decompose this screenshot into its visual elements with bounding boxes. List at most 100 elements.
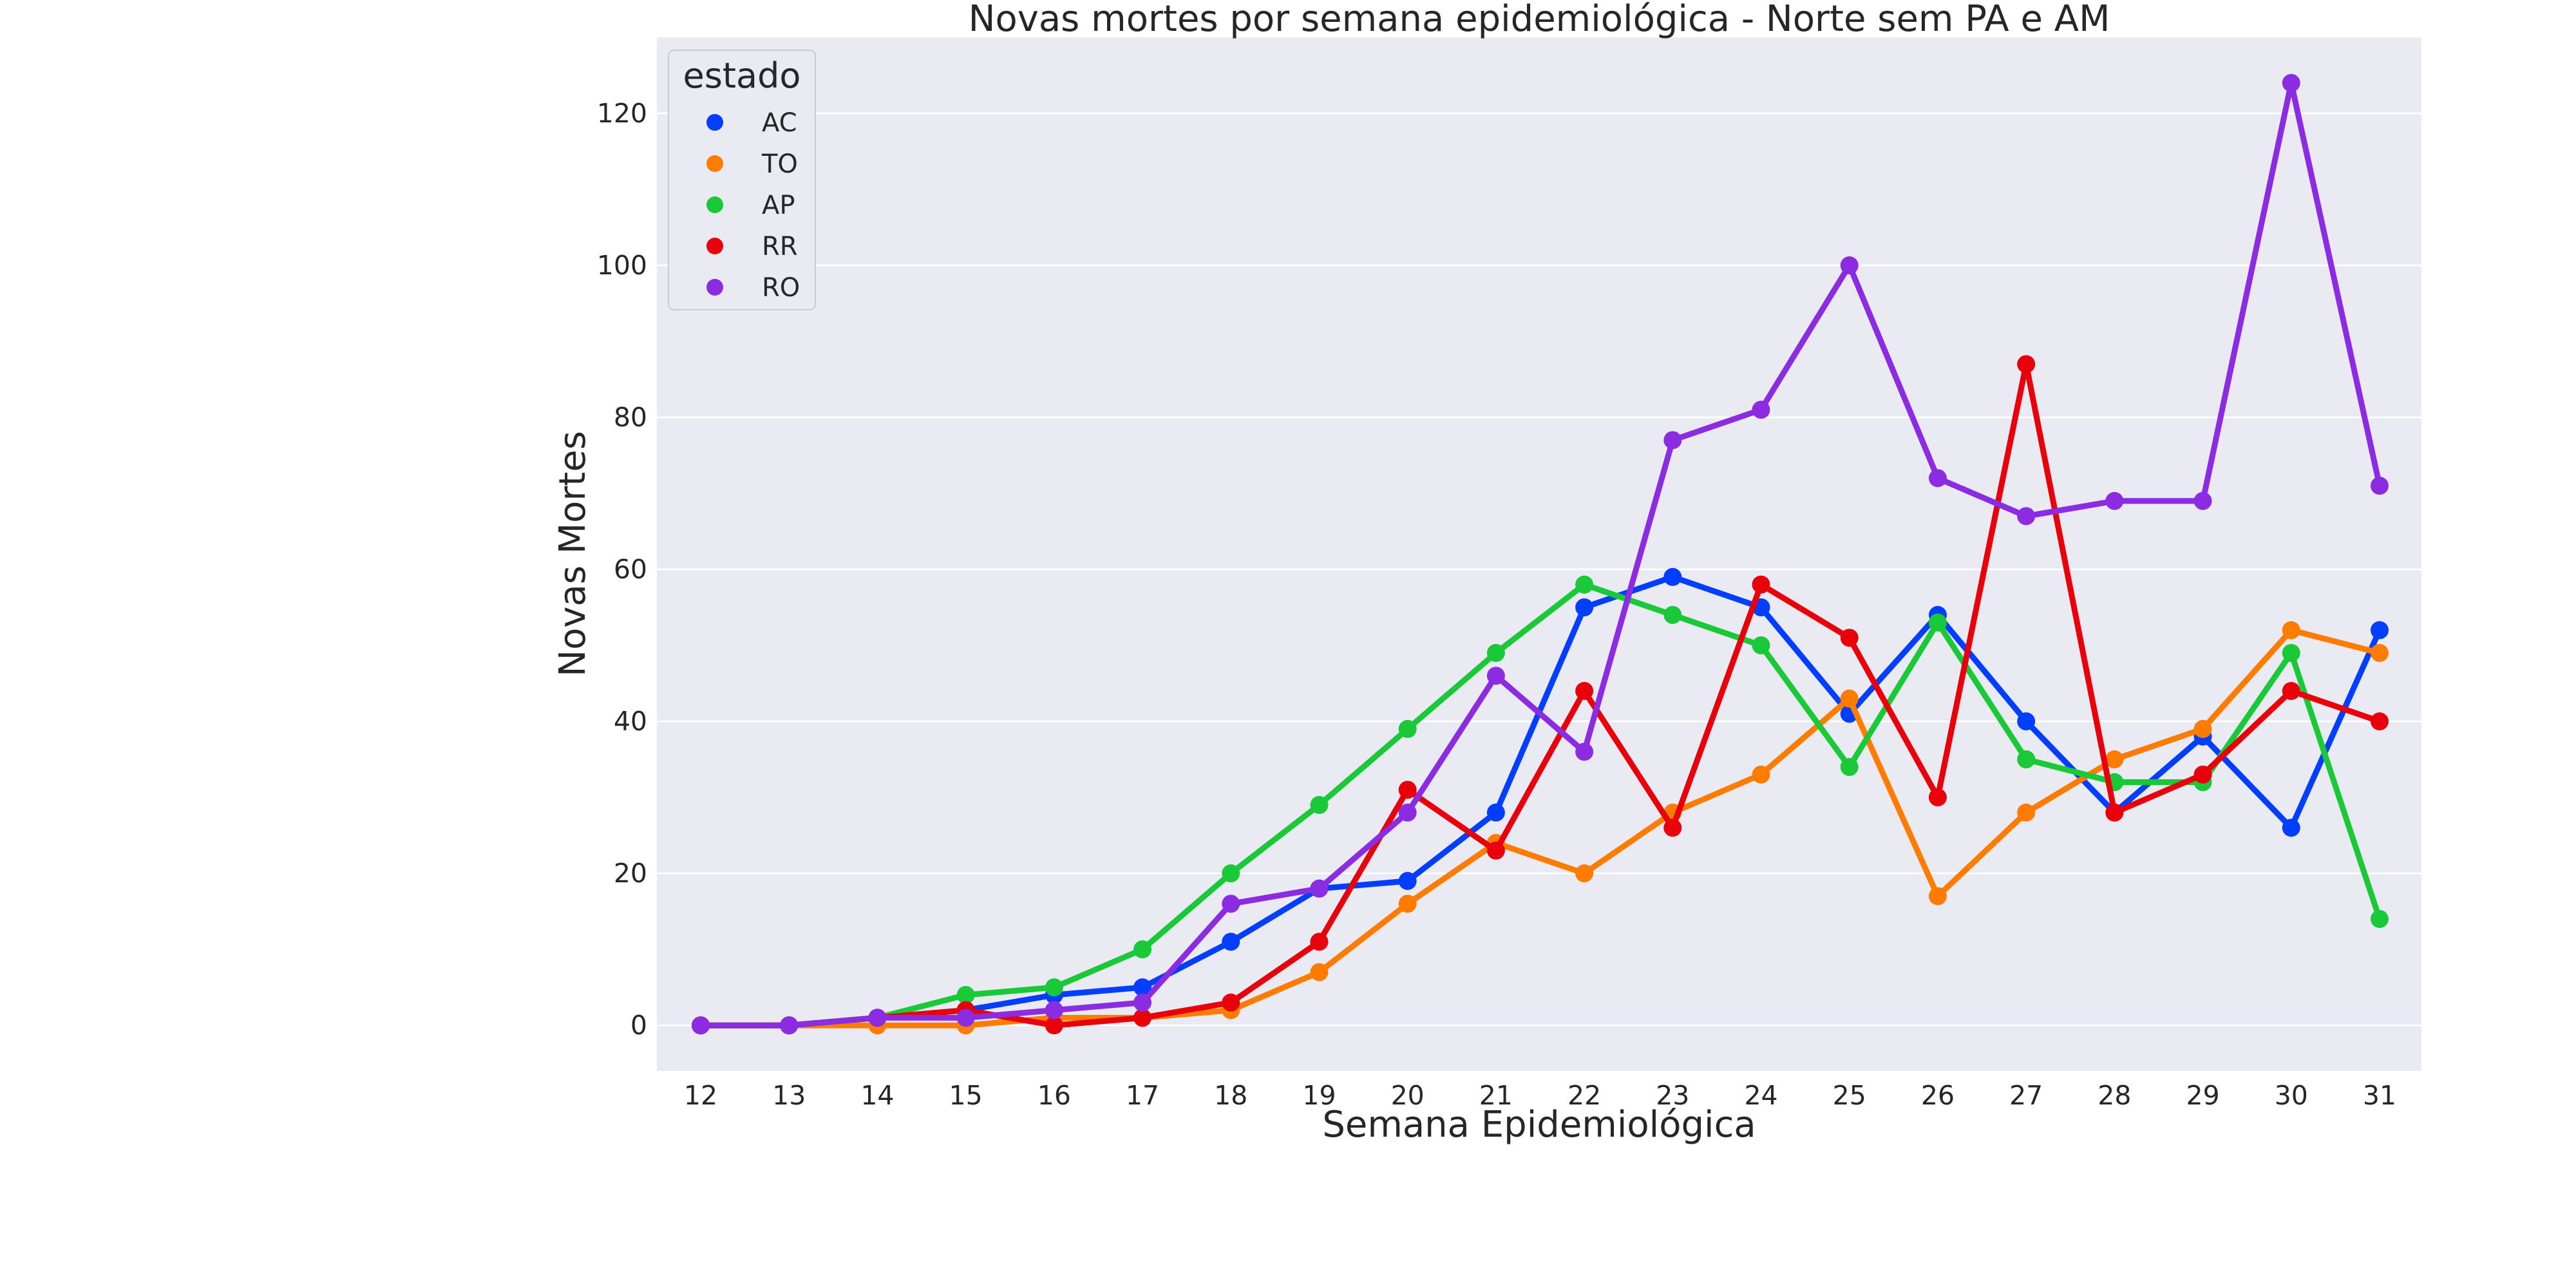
x-tick-label: 17	[1126, 1080, 1159, 1111]
data-point-rr	[2105, 803, 2124, 822]
legend-box	[668, 50, 816, 310]
data-point-ro	[1222, 895, 1240, 913]
data-point-ro	[1840, 256, 1859, 275]
data-point-ap	[956, 985, 975, 1004]
data-point-ap	[1133, 940, 1152, 959]
legend-label-ap: AP	[762, 191, 795, 220]
legend-label-ro: RO	[762, 273, 800, 303]
data-point-ap	[1840, 757, 1859, 776]
data-point-ro	[1398, 803, 1417, 822]
x-tick-label: 15	[949, 1080, 983, 1111]
data-point-ap	[1045, 978, 1063, 997]
data-point-ap	[1398, 719, 1417, 738]
data-point-to	[2017, 803, 2036, 822]
x-tick-label: 30	[2275, 1080, 2308, 1111]
data-point-rr	[1752, 575, 1770, 594]
x-tick-label: 25	[1833, 1080, 1866, 1111]
data-point-to	[1398, 895, 1417, 913]
x-tick-label: 23	[1656, 1080, 1689, 1111]
x-axis-title: Semana Epidemiológica	[1322, 1104, 1756, 1146]
data-point-rr	[1928, 788, 1947, 807]
y-tick-label: 20	[614, 858, 647, 889]
data-point-ac	[1398, 871, 1417, 890]
legend-marker-ro	[706, 279, 723, 296]
legend-label-to: TO	[761, 149, 798, 179]
data-point-rr	[2282, 681, 2300, 700]
chart-title: Novas mortes por semana epidemiológica -…	[969, 0, 2110, 40]
y-axis-ticks: 0 20 40 60 80 100 120	[597, 98, 647, 1041]
data-point-rr	[1575, 681, 1594, 700]
data-point-ro	[1575, 743, 1594, 761]
data-point-ro	[2193, 491, 2212, 510]
legend-label-ac: AC	[762, 108, 797, 138]
series-line-ro	[697, 80, 2383, 1028]
legend-marker-rr	[706, 238, 723, 254]
data-point-rr	[1486, 841, 1505, 860]
x-axis-ticks: 12 13 14 15 16 17 18 19 20 21 22 23 24 25 26 27 28 29 30 31	[684, 1080, 2396, 1111]
y-tick-label: 80	[614, 402, 647, 433]
series-line-ap	[697, 582, 2383, 1028]
legend: estado AC TO AP RR RO	[668, 50, 816, 310]
series-line-rr	[697, 361, 2383, 1028]
data-point-ac	[1222, 933, 1240, 951]
legend-marker-to	[706, 155, 723, 172]
legend-marker-ac	[706, 114, 723, 131]
data-point-ap	[1663, 605, 1682, 624]
data-point-rr	[2017, 355, 2036, 374]
data-point-to	[2282, 621, 2300, 639]
data-point-ac	[2371, 621, 2389, 639]
data-point-ro	[1310, 879, 1329, 898]
data-point-ap	[2282, 643, 2300, 662]
data-point-ac	[2282, 819, 2300, 837]
y-tick-label: 60	[614, 554, 647, 585]
data-point-ro	[1663, 431, 1682, 450]
data-point-ac	[1486, 803, 1505, 822]
data-point-ro	[1752, 401, 1770, 419]
data-point-ap	[1575, 575, 1594, 594]
data-point-ro	[2282, 73, 2300, 92]
data-point-rr	[2193, 765, 2212, 784]
x-tick-label: 13	[772, 1080, 806, 1111]
data-point-ap	[2371, 909, 2389, 928]
y-axis-title: Novas Mortes	[552, 431, 594, 677]
y-tick-label: 120	[597, 98, 647, 129]
data-point-ro	[1486, 667, 1505, 685]
data-point-to	[1752, 765, 1770, 784]
data-point-ac	[1133, 978, 1152, 997]
x-tick-label: 29	[2186, 1080, 2219, 1111]
data-point-to	[2105, 750, 2124, 769]
x-tick-label: 21	[1479, 1080, 1513, 1111]
data-point-rr	[1398, 781, 1417, 799]
legend-title: estado	[683, 55, 801, 96]
data-point-rr	[1222, 993, 1240, 1012]
x-tick-label: 31	[2363, 1080, 2396, 1111]
x-tick-label: 14	[860, 1080, 894, 1111]
y-tick-label: 40	[614, 706, 647, 737]
legend-items: AC TO AP RR RO	[706, 108, 800, 303]
data-point-ro	[780, 1016, 799, 1035]
data-point-to	[1310, 963, 1329, 981]
data-point-ac	[1575, 598, 1594, 617]
x-tick-label: 27	[2009, 1080, 2043, 1111]
data-point-ro	[956, 1009, 975, 1027]
series-line-to	[697, 627, 2383, 1028]
data-point-rr	[1840, 629, 1859, 647]
data-point-ap	[1222, 864, 1240, 883]
x-tick-label: 16	[1037, 1080, 1071, 1111]
series-group	[692, 73, 2389, 1035]
data-point-ap	[1752, 636, 1770, 655]
x-tick-label: 19	[1302, 1080, 1336, 1111]
data-point-ro	[2105, 491, 2124, 510]
legend-label-rr: RR	[762, 232, 798, 261]
data-point-ap	[1928, 613, 1947, 632]
gridlines	[657, 112, 2421, 1027]
data-point-ro	[1133, 993, 1152, 1012]
data-point-rr	[2371, 712, 2389, 731]
data-point-ac	[1663, 567, 1682, 586]
data-point-to	[2371, 643, 2389, 662]
y-tick-label: 0	[630, 1010, 647, 1041]
series-ro	[692, 73, 2389, 1035]
data-point-ap	[1310, 795, 1329, 814]
series-rr	[692, 355, 2389, 1035]
data-point-rr	[1310, 933, 1329, 951]
